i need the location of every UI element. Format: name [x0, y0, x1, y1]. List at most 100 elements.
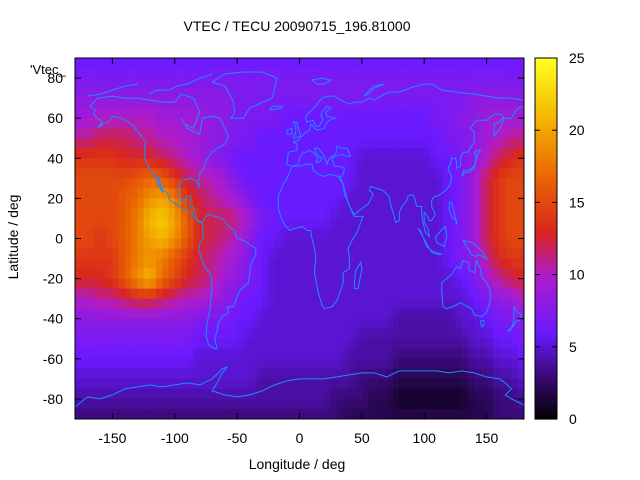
heatmap-cell: [361, 268, 369, 280]
heatmap-cell: [205, 118, 213, 129]
heatmap-cell: [499, 278, 506, 290]
heatmap-cell: [343, 218, 350, 230]
heatmap-cell: [218, 318, 226, 330]
heatmap-cell: [361, 278, 369, 290]
heatmap-cell: [455, 148, 463, 159]
heatmap-cell: [174, 298, 182, 310]
colorbar-swatch: [535, 382, 557, 387]
heatmap-cell: [355, 338, 363, 350]
heatmap-cell: [106, 98, 114, 109]
heatmap-cell: [405, 318, 413, 330]
heatmap-cell: [330, 288, 338, 300]
heatmap-cell: [311, 128, 319, 139]
heatmap-cell: [380, 168, 388, 179]
heatmap-cell: [112, 388, 120, 400]
heatmap-cell: [237, 68, 244, 79]
colorbar-swatch: [535, 331, 557, 336]
heatmap-cell: [174, 148, 182, 159]
heatmap-cell: [480, 288, 488, 300]
heatmap-cell: [137, 228, 145, 240]
heatmap-cell: [287, 58, 294, 69]
heatmap-cell: [399, 88, 407, 99]
heatmap-cell: [449, 308, 457, 320]
heatmap-cell: [386, 238, 394, 250]
heatmap-cell: [255, 338, 263, 350]
coastline: [462, 240, 489, 260]
heatmap-cell: [124, 208, 132, 220]
heatmap-cell: [393, 378, 400, 390]
heatmap-cell: [205, 388, 213, 400]
heatmap-cell: [249, 168, 257, 179]
heatmap-cell: [467, 298, 475, 310]
heatmap-cell: [293, 238, 301, 250]
coastline: [75, 366, 524, 408]
heatmap-cell: [405, 98, 413, 109]
heatmap-cell: [324, 208, 332, 220]
heatmap-cell: [224, 338, 232, 350]
heatmap-cell: [318, 368, 326, 380]
heatmap-cell: [212, 98, 220, 109]
heatmap-cell: [343, 328, 350, 340]
heatmap-cell: [224, 88, 232, 99]
heatmap-cell: [330, 278, 338, 290]
heatmap-cell: [411, 228, 419, 240]
heatmap-cell: [131, 368, 138, 380]
heatmap-cell: [330, 268, 338, 280]
heatmap-cell: [368, 158, 375, 169]
heatmap-cell: [411, 108, 419, 119]
heatmap-cell: [411, 408, 419, 419]
heatmap-cell: [417, 158, 425, 169]
heatmap-cell: [461, 148, 469, 159]
heatmap-cell: [336, 138, 344, 149]
heatmap-cell: [380, 408, 388, 419]
heatmap-cell: [287, 188, 294, 199]
heatmap-cell: [492, 278, 500, 290]
heatmap-cell: [492, 168, 500, 179]
heatmap-cell: [131, 278, 138, 290]
heatmap-cell: [386, 388, 394, 400]
heatmap-cell: [230, 88, 238, 99]
heatmap-cell: [230, 268, 238, 280]
heatmap-cell: [280, 288, 288, 300]
heatmap-cell: [230, 408, 238, 419]
heatmap-cell: [212, 328, 220, 340]
colorbar-swatch: [535, 220, 557, 225]
heatmap-cell: [405, 108, 413, 119]
heatmap-cell: [205, 398, 213, 410]
heatmap-cell: [87, 148, 95, 159]
heatmap-cell: [131, 268, 138, 280]
heatmap-cell: [280, 228, 288, 240]
heatmap-cell: [386, 218, 394, 230]
heatmap-cell: [293, 118, 301, 129]
heatmap-cell: [106, 378, 114, 390]
heatmap-cell: [499, 78, 506, 89]
heatmap-cell: [511, 158, 519, 169]
heatmap-cell: [436, 398, 444, 410]
heatmap-cell: [149, 398, 157, 410]
heatmap-cell: [237, 348, 244, 360]
heatmap-cell: [442, 178, 450, 189]
heatmap-cell: [193, 248, 201, 260]
heatmap-cell: [330, 168, 338, 179]
heatmap-cell: [455, 238, 463, 250]
heatmap-cell: [249, 378, 257, 390]
heatmap-cell: [424, 78, 432, 89]
heatmap-cell: [81, 268, 89, 280]
heatmap-cell: [424, 408, 432, 419]
heatmap-cell: [455, 268, 463, 280]
heatmap-cell: [280, 368, 288, 380]
heatmap-cell: [499, 68, 506, 79]
heatmap-cell: [149, 128, 157, 139]
heatmap-cell: [343, 188, 350, 199]
colorbar-swatch: [535, 334, 557, 339]
heatmap-cell: [243, 348, 251, 360]
heatmap-cell: [75, 118, 82, 129]
heatmap-cell: [442, 168, 450, 179]
heatmap-cell: [442, 318, 450, 330]
heatmap-cell: [461, 128, 469, 139]
heatmap-cell: [324, 388, 332, 400]
heatmap-cell: [255, 388, 263, 400]
heatmap-cell: [374, 378, 382, 390]
heatmap-cell: [417, 218, 425, 230]
heatmap-cell: [311, 118, 319, 129]
